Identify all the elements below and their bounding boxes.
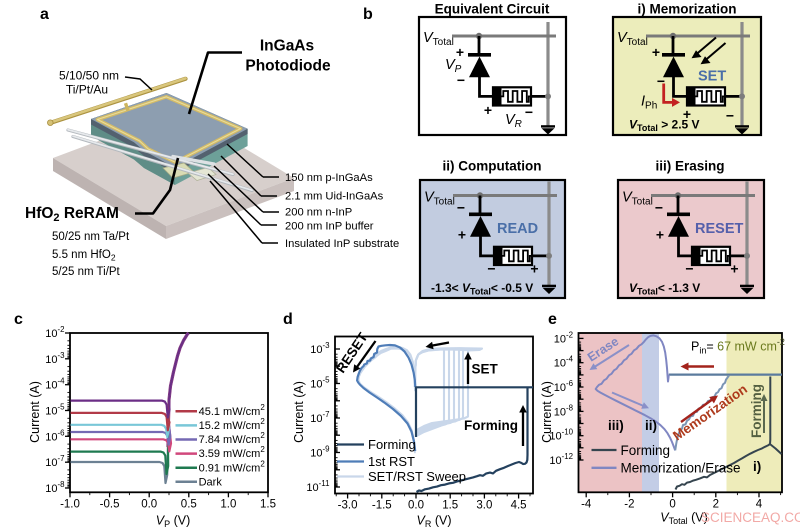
- svg-text:SCIENCEAQ.COM: SCIENCEAQ.COM: [701, 510, 800, 525]
- svg-text:c: c: [14, 311, 23, 328]
- svg-text:-2: -2: [624, 499, 634, 511]
- svg-text:Forming: Forming: [368, 437, 416, 452]
- svg-text:+: +: [652, 44, 660, 60]
- svg-text:SET: SET: [472, 362, 499, 377]
- svg-text:+: +: [656, 227, 664, 243]
- svg-text:READ: READ: [497, 221, 538, 237]
- svg-text:0: 0: [669, 499, 675, 511]
- svg-text:+: +: [456, 44, 464, 60]
- svg-text:-1.5: -1.5: [372, 500, 392, 512]
- svg-text:1.0: 1.0: [220, 499, 236, 511]
- svg-text:+: +: [458, 227, 466, 243]
- svg-text:-3.0: -3.0: [338, 500, 358, 512]
- svg-text:1.5: 1.5: [260, 499, 276, 511]
- svg-text:Insulated InP substrate: Insulated InP substrate: [285, 238, 399, 250]
- svg-text:3.59 mW/cm2: 3.59 mW/cm2: [199, 445, 266, 460]
- svg-text:Forming: Forming: [464, 418, 518, 433]
- svg-text:Current (A): Current (A): [28, 381, 42, 443]
- svg-text:SET/RST Sweep: SET/RST Sweep: [368, 469, 466, 484]
- svg-text:VTotal (V): VTotal (V): [660, 511, 708, 527]
- svg-text:+: +: [530, 261, 538, 277]
- svg-text:Current (A): Current (A): [292, 381, 306, 443]
- svg-text:200 nm n-InP: 200 nm n-InP: [285, 207, 352, 219]
- svg-text:i): i): [753, 459, 761, 474]
- svg-text:−: −: [525, 104, 533, 120]
- svg-text:Current (A): Current (A): [540, 381, 554, 443]
- svg-text:-1.0: -1.0: [60, 499, 80, 511]
- svg-text:1.5: 1.5: [442, 500, 458, 512]
- svg-text:0.5: 0.5: [181, 499, 197, 511]
- svg-text:+: +: [683, 106, 691, 122]
- svg-text:RESET: RESET: [695, 221, 743, 237]
- svg-text:−: −: [685, 261, 693, 277]
- svg-text:4: 4: [756, 499, 763, 511]
- svg-text:Photodiode: Photodiode: [245, 57, 331, 74]
- svg-text:i) Memorization: i) Memorization: [637, 2, 736, 17]
- svg-text:3.0: 3.0: [476, 500, 492, 512]
- svg-text:iii): iii): [608, 418, 624, 433]
- svg-text:ii) Computation: ii) Computation: [443, 159, 542, 174]
- svg-text:d: d: [283, 311, 293, 328]
- svg-text:7.84 mW/cm2: 7.84 mW/cm2: [199, 431, 266, 446]
- svg-text:Ti/Pt/Au: Ti/Pt/Au: [66, 83, 108, 97]
- svg-text:4.5: 4.5: [511, 500, 527, 512]
- svg-text:2: 2: [713, 499, 719, 511]
- svg-text:1st RST: 1st RST: [368, 454, 415, 469]
- svg-text:150 nm p-InGaAs: 150 nm p-InGaAs: [285, 172, 373, 184]
- svg-text:−: −: [655, 200, 663, 216]
- svg-text:−: −: [726, 108, 734, 124]
- svg-text:iii) Erasing: iii) Erasing: [655, 159, 724, 174]
- svg-text:VR (V): VR (V): [417, 514, 452, 530]
- svg-text:5/25 nm Ti/Pt: 5/25 nm Ti/Pt: [52, 266, 121, 278]
- svg-text:−: −: [457, 200, 465, 216]
- svg-text:5.5 nm HfO2: 5.5 nm HfO2: [52, 249, 116, 263]
- svg-text:Equivalent Circuit: Equivalent Circuit: [435, 2, 550, 17]
- svg-text:SET: SET: [698, 69, 726, 85]
- svg-text:e: e: [548, 311, 557, 328]
- svg-text:-1.3< VTotal< -0.5 V: -1.3< VTotal< -0.5 V: [431, 281, 533, 297]
- svg-text:0.91 mW/cm2: 0.91 mW/cm2: [199, 459, 266, 474]
- svg-text:a: a: [40, 6, 49, 23]
- svg-text:InGaAs: InGaAs: [260, 38, 314, 55]
- svg-text:Memorization/Erase: Memorization/Erase: [621, 460, 741, 475]
- svg-text:+: +: [730, 261, 738, 277]
- svg-text:0.0: 0.0: [141, 499, 157, 511]
- svg-text:−: −: [487, 261, 495, 277]
- svg-text:+: +: [484, 102, 492, 118]
- svg-text:−: −: [657, 73, 665, 89]
- svg-text:50/25 nm Ta/Pt: 50/25 nm Ta/Pt: [52, 231, 130, 243]
- svg-text:2.1 mm Uid-InGaAs: 2.1 mm Uid-InGaAs: [285, 191, 384, 203]
- svg-text:VP (V): VP (V): [156, 514, 191, 530]
- svg-text:Pin= 67 mW cm-2: Pin= 67 mW cm-2: [691, 337, 785, 356]
- svg-text:HfO2 ReRAM: HfO2 ReRAM: [25, 205, 119, 224]
- svg-text:45.1 mW/cm2: 45.1 mW/cm2: [199, 403, 266, 418]
- svg-text:Forming: Forming: [749, 384, 764, 438]
- svg-text:ii): ii): [645, 418, 657, 433]
- svg-text:0.0: 0.0: [408, 500, 424, 512]
- svg-text:Forming: Forming: [621, 443, 671, 458]
- svg-text:Dark: Dark: [199, 476, 223, 488]
- svg-text:5/10/50 nm: 5/10/50 nm: [59, 69, 119, 83]
- svg-text:−: −: [457, 72, 465, 88]
- svg-text:200 nm InP buffer: 200 nm InP buffer: [285, 221, 374, 233]
- svg-text:-0.5: -0.5: [100, 499, 120, 511]
- svg-text:b: b: [363, 6, 373, 23]
- svg-text:15.2 mW/cm2: 15.2 mW/cm2: [199, 417, 266, 432]
- svg-text:-4: -4: [581, 499, 592, 511]
